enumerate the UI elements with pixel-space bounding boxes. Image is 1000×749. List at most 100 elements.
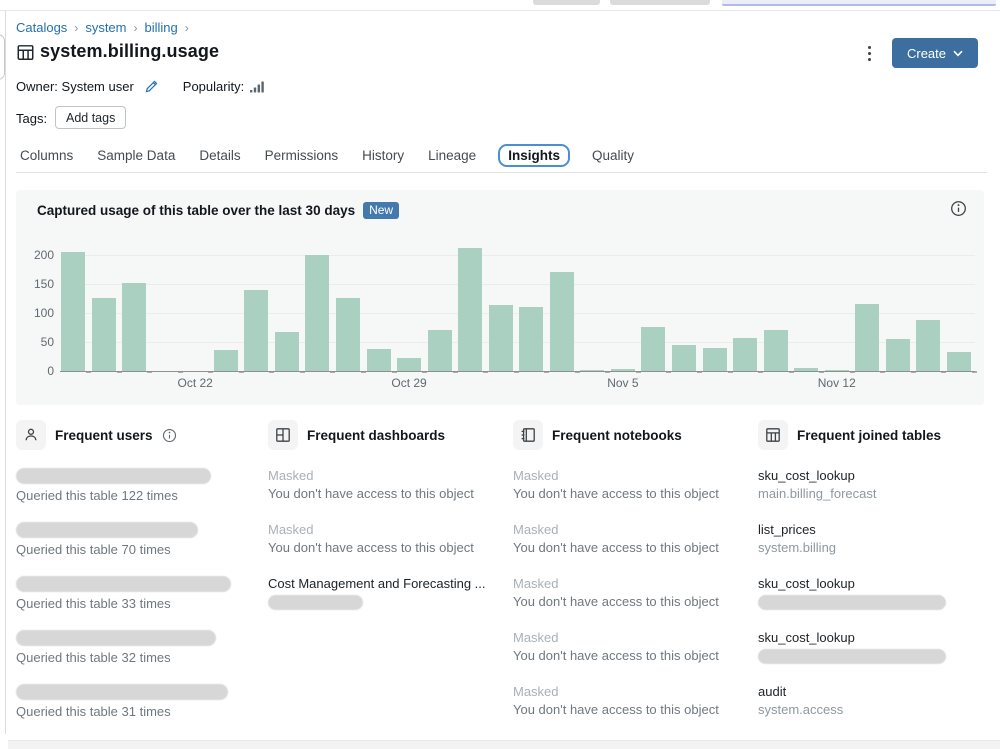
no-access-text: You don't have access to this object xyxy=(513,648,719,663)
tab-details[interactable]: Details xyxy=(199,148,241,163)
info-icon[interactable] xyxy=(950,200,967,217)
usage-bar xyxy=(213,350,238,371)
x-axis-tick xyxy=(513,371,519,373)
masked-label: Masked xyxy=(268,468,314,483)
masked-username xyxy=(16,684,228,700)
usage-bar xyxy=(946,352,971,371)
table-name-link[interactable]: sku_cost_lookup xyxy=(758,576,855,591)
no-access-text: You don't have access to this object xyxy=(268,486,474,501)
owner-label: Owner: xyxy=(16,79,58,94)
masked-label: Masked xyxy=(268,522,314,537)
no-access-text: You don't have access to this object xyxy=(513,486,719,501)
y-axis-tick-label: 50 xyxy=(40,335,54,349)
x-axis-tick xyxy=(971,371,977,373)
usage-bar xyxy=(763,330,788,371)
tab-columns[interactable]: Columns xyxy=(20,148,74,163)
new-badge: New xyxy=(363,202,400,219)
usage-chart: 0 50 100 150 200 Oct 22 Oct 29 Nov 5 Nov 12 xyxy=(16,190,984,405)
kebab-menu-button[interactable] xyxy=(858,40,880,66)
x-axis-tick-label: Nov 5 xyxy=(607,376,639,390)
x-axis-tick xyxy=(483,371,489,373)
edit-owner-pencil-icon[interactable] xyxy=(144,79,159,94)
usage-bar xyxy=(580,370,605,371)
frequent-joined-tables-header: Frequent joined tables xyxy=(758,420,993,450)
x-axis-tick xyxy=(544,371,550,373)
dashboard-link[interactable]: Cost Management and Forecasting ... xyxy=(268,576,486,591)
frequent-user-row[interactable]: Queried this table 70 times xyxy=(16,522,256,558)
x-axis-line xyxy=(60,371,975,372)
joined-table-row[interactable]: sku_cost_lookup xyxy=(758,576,993,612)
usage-bar xyxy=(274,332,299,371)
top-masked-fragment xyxy=(610,0,710,5)
meta-row: Owner: System user Popularity: xyxy=(16,79,265,94)
gridline xyxy=(60,313,975,314)
chevron-down-icon xyxy=(953,50,963,57)
usage-bar xyxy=(916,320,941,371)
usage-bar xyxy=(366,349,391,371)
table-name-link[interactable]: list_prices xyxy=(758,522,816,537)
frequent-user-row[interactable]: Queried this table 32 times xyxy=(16,630,256,666)
x-axis-tick xyxy=(574,371,580,373)
frequent-user-row[interactable]: Queried this table 33 times xyxy=(16,576,256,612)
x-axis-tick xyxy=(86,371,91,373)
frequent-joined-tables-title: Frequent joined tables xyxy=(797,427,942,443)
query-count: Queried this table 32 times xyxy=(16,650,171,665)
tabs-divider xyxy=(16,172,987,173)
x-axis-tick-label: Oct 22 xyxy=(177,376,213,390)
popularity-label: Popularity: xyxy=(182,79,245,94)
masked-subtitle xyxy=(268,595,363,610)
notebook-row: Masked You don't have access to this obj… xyxy=(513,468,748,504)
joined-table-row[interactable]: list_prices system.billing xyxy=(758,522,993,558)
add-tags-button[interactable]: Add tags xyxy=(55,106,127,129)
table-name-link[interactable]: audit xyxy=(758,684,787,699)
breadcrumb-system[interactable]: system xyxy=(85,20,127,35)
frequent-user-row[interactable]: Queried this table 122 times xyxy=(16,468,256,504)
gridline xyxy=(60,284,975,285)
x-axis-tick xyxy=(177,371,183,373)
table-name-link[interactable]: sku_cost_lookup xyxy=(758,630,855,645)
tab-lineage[interactable]: Lineage xyxy=(428,148,477,163)
x-axis-tick xyxy=(452,371,458,373)
breadcrumb-billing[interactable]: billing xyxy=(144,20,178,35)
top-divider xyxy=(0,10,1000,11)
frequent-notebooks-header: Frequent notebooks xyxy=(513,420,748,450)
x-axis-tick xyxy=(666,371,672,373)
usage-bar xyxy=(855,304,880,371)
tab-insights[interactable]: Insights xyxy=(498,144,570,167)
create-button-label: Create xyxy=(906,45,947,61)
x-axis-tick xyxy=(758,371,764,373)
usage-bar xyxy=(549,272,574,371)
frequent-user-row[interactable]: Queried this table 31 times xyxy=(16,684,256,720)
create-button[interactable]: Create xyxy=(892,38,978,68)
breadcrumb: Catalogs › system › billing › xyxy=(16,20,189,35)
no-access-text: You don't have access to this object xyxy=(513,540,719,555)
joined-table-row[interactable]: sku_cost_lookup xyxy=(758,630,993,666)
x-axis-tick xyxy=(941,371,947,373)
tab-sample-data[interactable]: Sample Data xyxy=(97,148,176,163)
usage-chart-panel: Captured usage of this table over the la… xyxy=(16,190,984,405)
owner-value: System user xyxy=(61,79,134,94)
info-icon[interactable] xyxy=(162,428,177,443)
usage-bar xyxy=(122,283,147,371)
table-name-link[interactable]: sku_cost_lookup xyxy=(758,468,855,483)
frequent-notebooks-title: Frequent notebooks xyxy=(552,427,682,443)
x-axis-tick xyxy=(360,371,366,373)
x-axis-tick xyxy=(605,371,611,373)
x-axis-tick-label: Oct 29 xyxy=(391,376,427,390)
joined-table-row[interactable]: audit system.access xyxy=(758,684,993,720)
x-axis-tick xyxy=(116,371,122,373)
masked-label: Masked xyxy=(513,630,559,645)
gridline xyxy=(60,255,975,256)
tab-permissions[interactable]: Permissions xyxy=(264,148,339,163)
query-count: Queried this table 31 times xyxy=(16,704,171,719)
table-qualifier: system.access xyxy=(758,702,844,717)
top-masked-fragment xyxy=(533,0,600,5)
breadcrumb-catalogs[interactable]: Catalogs xyxy=(16,20,68,35)
frequent-joined-tables-section: Frequent joined tables sku_cost_lookup m… xyxy=(758,420,993,738)
tab-quality[interactable]: Quality xyxy=(591,148,634,163)
tab-history[interactable]: History xyxy=(362,148,405,163)
y-axis-tick-label: 100 xyxy=(33,306,54,320)
dashboard-row[interactable]: Cost Management and Forecasting ... xyxy=(268,576,506,612)
joined-table-row[interactable]: sku_cost_lookup main.billing_forecast xyxy=(758,468,993,504)
notebook-row: Masked You don't have access to this obj… xyxy=(513,576,748,612)
